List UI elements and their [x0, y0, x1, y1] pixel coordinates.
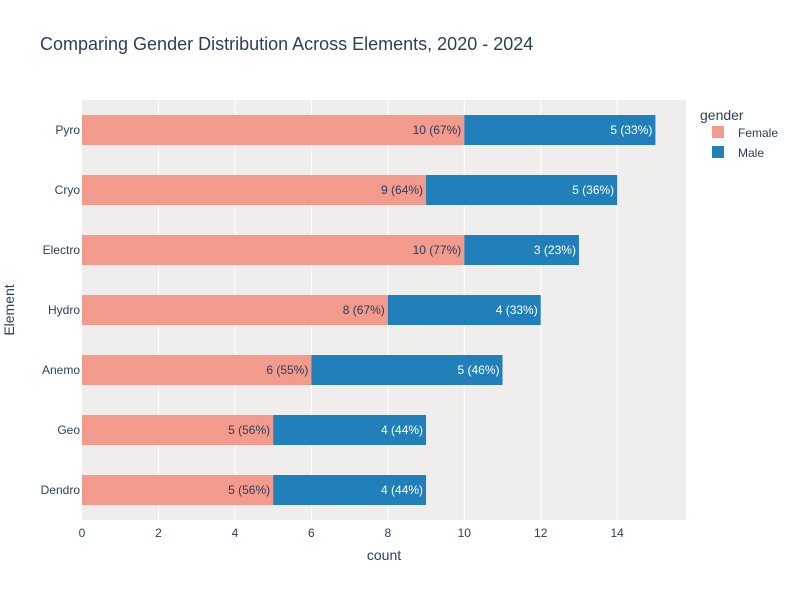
- legend: gender Female Male: [700, 107, 778, 160]
- y-tick-label: Cryo: [55, 183, 81, 197]
- bar-male-electro[interactable]: [464, 235, 579, 265]
- y-axis-title: Element: [1, 284, 17, 335]
- x-tick-label: 8: [384, 526, 391, 540]
- x-tick-label: 12: [534, 526, 548, 540]
- chart-title: Comparing Gender Distribution Across Ele…: [40, 34, 533, 54]
- y-tick-labels: Pyro Cryo Electro Hydro Anemo Geo Dendro: [41, 123, 81, 497]
- bar-label: 5 (56%): [228, 423, 270, 437]
- bars: 10 (67%) 5 (33%) 9 (64%) 5 (36%) 10 (77%) 3 (…: [82, 115, 656, 505]
- y-tick-label: Geo: [57, 423, 80, 437]
- bar-female-hydro[interactable]: [82, 295, 388, 325]
- y-tick-label: Dendro: [41, 483, 81, 497]
- legend-label-female: Female: [738, 126, 778, 140]
- x-tick-label: 10: [458, 526, 472, 540]
- x-axis-title: count: [367, 547, 401, 563]
- legend-title: gender: [700, 107, 744, 123]
- bar-label: 5 (46%): [457, 363, 499, 377]
- y-tick-label: Pyro: [55, 123, 80, 137]
- x-tick-label: 14: [611, 526, 625, 540]
- bar-label: 6 (55%): [266, 363, 308, 377]
- bar-male-hydro[interactable]: [387, 295, 541, 325]
- y-tick-label: Hydro: [48, 303, 80, 317]
- bar-label: 4 (33%): [496, 303, 538, 317]
- bar-label: 10 (77%): [413, 243, 462, 257]
- bar-male-pyro[interactable]: [464, 115, 656, 145]
- bar-label: 5 (33%): [610, 123, 652, 137]
- bar-label: 5 (56%): [228, 483, 270, 497]
- bar-female-electro[interactable]: [82, 235, 465, 265]
- bar-label: 3 (23%): [534, 243, 576, 257]
- x-tick-label: 2: [155, 526, 162, 540]
- bar-female-pyro[interactable]: [82, 115, 465, 145]
- bar-female-dendro[interactable]: [82, 475, 274, 505]
- legend-swatch-male: [712, 146, 724, 158]
- bar-label: 4 (44%): [381, 423, 423, 437]
- bar-male-geo[interactable]: [273, 415, 427, 445]
- bar-male-anemo[interactable]: [311, 355, 503, 385]
- bar-label: 5 (36%): [572, 183, 614, 197]
- x-tick-label: 0: [79, 526, 86, 540]
- legend-label-male: Male: [738, 146, 764, 160]
- legend-item-male[interactable]: Male: [712, 146, 764, 160]
- bar-label: 4 (44%): [381, 483, 423, 497]
- y-tick-label: Electro: [43, 243, 81, 257]
- bar-female-cryo[interactable]: [82, 175, 427, 205]
- bar-male-dendro[interactable]: [273, 475, 427, 505]
- bar-label: 10 (67%): [413, 123, 462, 137]
- legend-swatch-female: [712, 126, 724, 138]
- x-tick-label: 6: [308, 526, 315, 540]
- bar-label: 9 (64%): [381, 183, 423, 197]
- y-tick-label: Anemo: [42, 363, 80, 377]
- bar-female-geo[interactable]: [82, 415, 274, 445]
- bar-female-anemo[interactable]: [82, 355, 312, 385]
- legend-item-female[interactable]: Female: [712, 126, 778, 140]
- x-tick-label: 4: [232, 526, 239, 540]
- bar-male-cryo[interactable]: [426, 175, 618, 205]
- bar-label: 8 (67%): [343, 303, 385, 317]
- x-tick-labels: 0 2 4 6 8 10 12 14: [79, 526, 625, 540]
